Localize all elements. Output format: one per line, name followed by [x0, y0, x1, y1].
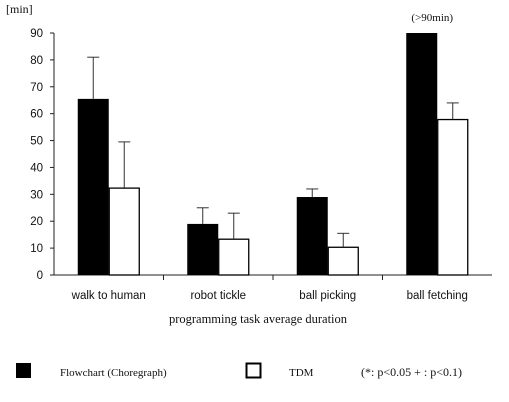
- y-tick-label: 80: [30, 55, 43, 67]
- y-tick-label: 50: [30, 136, 43, 148]
- bar-flowchart: [406, 33, 438, 275]
- y-axis-unit: [min]: [6, 2, 33, 16]
- legend-label-tdm: TDM: [289, 367, 314, 379]
- x-tick-label: robot tickle: [190, 290, 246, 302]
- x-tick-label: ball fetching: [407, 290, 468, 302]
- bar-flowchart: [187, 223, 219, 275]
- x-axis-title: programming task average duration: [169, 312, 348, 326]
- y-axis-ticks: 0 10 20 30 40 50 60 70 80 90: [30, 28, 54, 282]
- bar-flowchart: [296, 197, 328, 275]
- bars: [77, 33, 469, 276]
- y-tick-label: 40: [30, 162, 43, 174]
- y-tick-label: 60: [30, 109, 43, 121]
- y-tick-label: 20: [30, 216, 43, 228]
- bar-tdm: [327, 246, 359, 276]
- legend-label-flowchart: Flowchart (Choregraph): [60, 367, 167, 379]
- x-tick-label: walk to human: [71, 290, 146, 302]
- bar-tdm: [437, 118, 469, 276]
- plot-area: 0 10 20 30 40 50 60 70 80 90 walk to human robot t…: [30, 28, 492, 302]
- y-tick-label: 90: [30, 28, 43, 40]
- significance-note: (*: p<0.05 + : p<0.1): [361, 365, 462, 379]
- error-bars: [87, 56, 459, 247]
- y-tick-label: 70: [30, 82, 43, 94]
- bar-flowchart: [77, 98, 109, 275]
- bar-tdm: [108, 187, 140, 276]
- y-tick-label: 0: [37, 270, 43, 282]
- legend-swatch-tdm: [245, 362, 262, 379]
- bar-tdm: [218, 238, 250, 276]
- x-tick-label: ball picking: [299, 290, 356, 302]
- annotation-over-90min: (>90min): [411, 12, 453, 24]
- y-tick-label: 30: [30, 189, 43, 201]
- y-tick-label: 10: [30, 243, 43, 255]
- legend-swatch-flowchart: [16, 363, 31, 378]
- x-axis-category-ticks: walk to human robot tickle ball picking bal…: [71, 275, 468, 302]
- legend: Flowchart (Choregraph) TDM (*: p<0.05 + …: [16, 362, 462, 379]
